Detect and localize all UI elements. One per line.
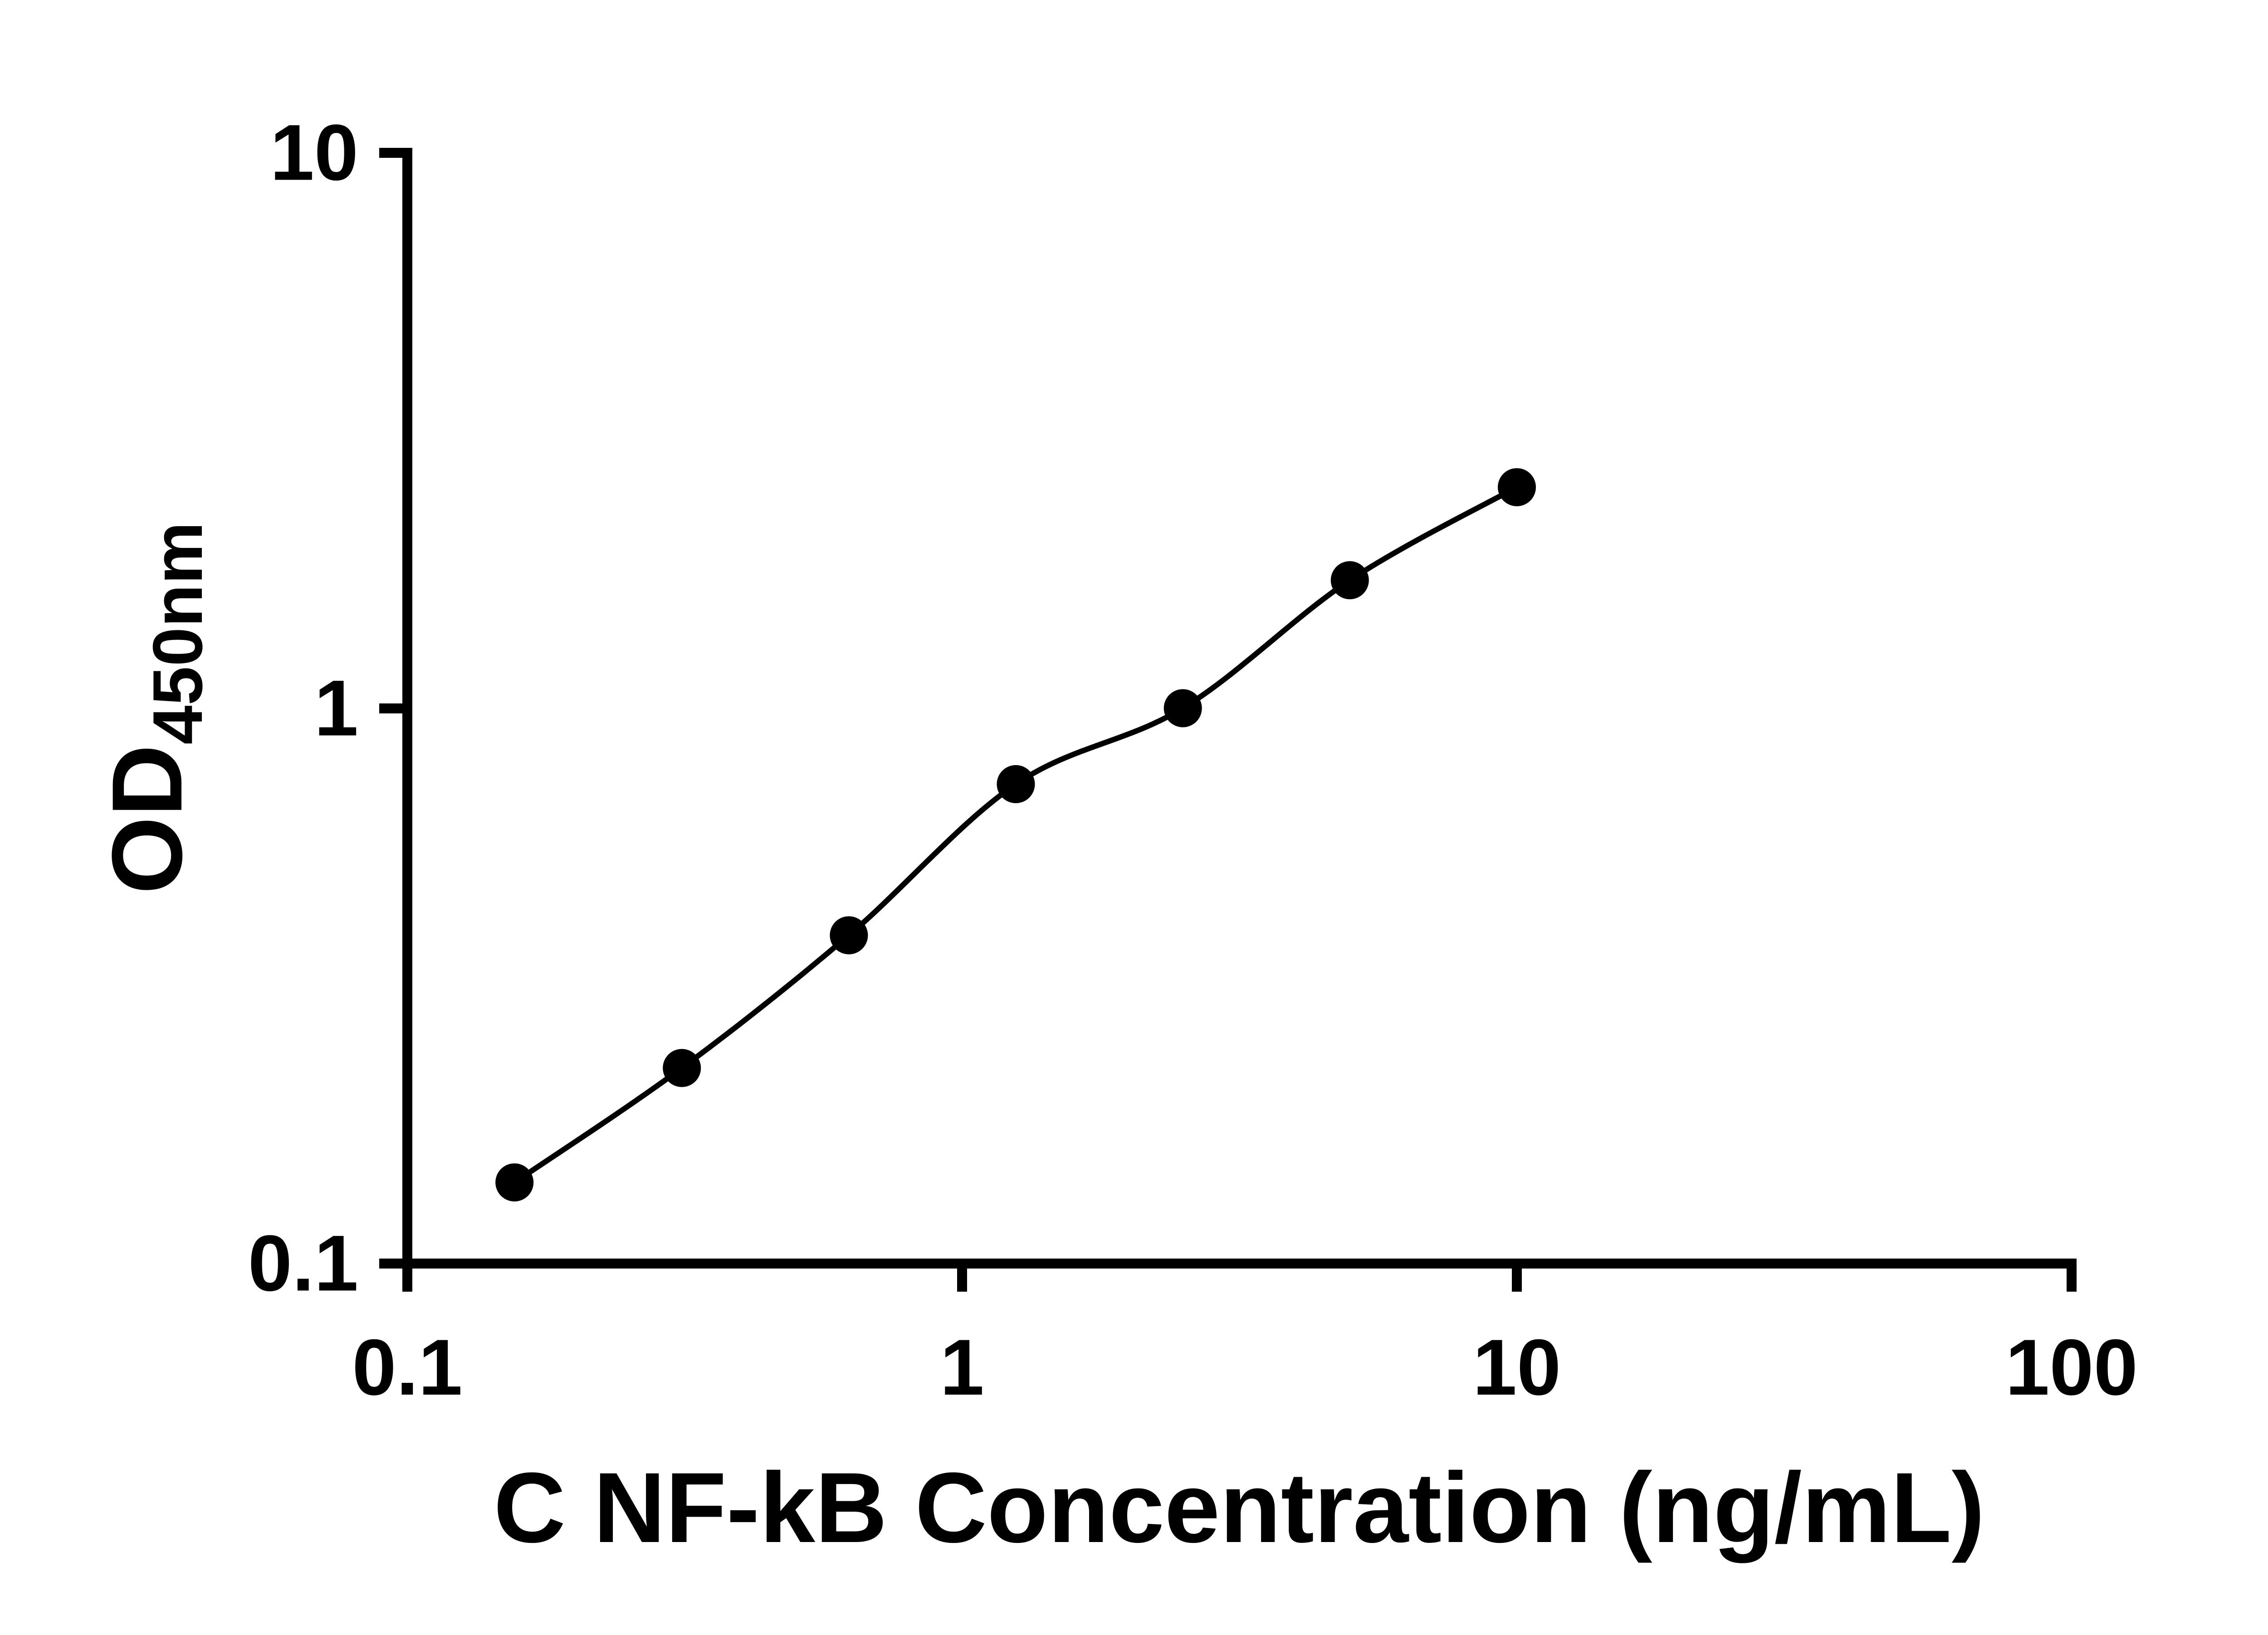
x-tick-label: 10 — [1473, 1323, 1561, 1412]
data-point — [1330, 561, 1369, 600]
axes — [379, 148, 2077, 1292]
y-axis-title-sub: 450nm — [138, 522, 217, 744]
data-point — [1498, 468, 1536, 507]
data-point — [495, 1163, 534, 1202]
x-tick-label: 1 — [940, 1323, 984, 1412]
data-point — [663, 1049, 701, 1087]
curve-group — [513, 484, 1518, 1185]
y-axis-title-main: OD — [91, 745, 203, 894]
x-tick-label: 100 — [2005, 1323, 2138, 1412]
x-axis-title: C NF-kB Concentration (ng/mL) — [494, 1452, 1985, 1563]
y-tick-label: 10 — [270, 109, 358, 197]
data-point — [830, 916, 868, 955]
x-tick-labels: 0.1 1 10 100 — [352, 1323, 2138, 1412]
fitted-curve — [513, 484, 1518, 1185]
data-point — [997, 765, 1035, 803]
y-tick-label: 0.1 — [248, 1220, 358, 1308]
x-tick-label: 0.1 — [352, 1323, 462, 1412]
y-tick-labels: 10 1 0.1 — [248, 109, 358, 1308]
data-point — [1163, 689, 1202, 727]
y-axis-title: OD450nm — [91, 522, 217, 894]
y-tick-label: 1 — [314, 664, 358, 753]
data-points-group — [495, 468, 1536, 1202]
